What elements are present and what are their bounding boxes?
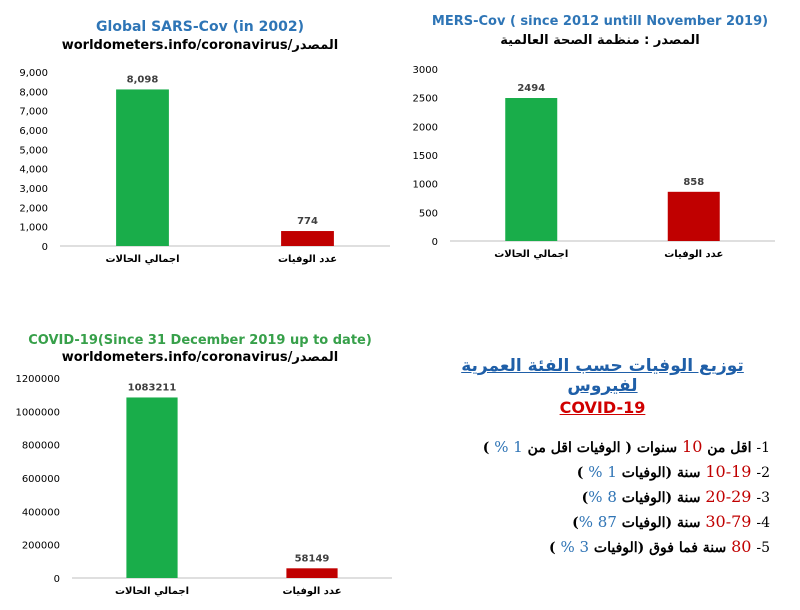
sars-chart: 0 1,000 2,000 3,000 4,000 5,000 6,000 7,000 8,00… [19, 68, 390, 265]
y-tick-label: 8,000 [19, 87, 48, 98]
category-label: اجمالي الحالات [105, 254, 179, 265]
mers-chart: 0 500 1000 1500 2000 2500 3000 2494 اجمالي الحال… [413, 65, 775, 260]
y-tick-label: 5,000 [19, 145, 48, 156]
data-label: 2494 [517, 83, 545, 94]
age-group-item: 3- 20-29 سنة (الوفيات 8 %) [581, 487, 770, 506]
age-group-item: 4- 30-79 سنة (الوفيات 87 %) [572, 512, 770, 531]
age-group-item: 2- 10-19 سنة (الوفيات 1 % ) [576, 462, 770, 481]
death-percent: 8 % [588, 488, 617, 506]
y-tick-label: 0 [432, 237, 438, 248]
age-deaths-info: توزيع الوفيات حسب الفئة العمرية لفيروس C… [425, 356, 780, 560]
data-label: 858 [683, 177, 704, 188]
y-tick-label: 1500 [413, 151, 438, 162]
mers-chart-panel: MERS-Cov ( since 2012 untill November 20… [400, 0, 800, 300]
age-range: 10 [682, 437, 703, 456]
y-tick-label: 4,000 [19, 165, 48, 176]
sars-chart-title: Global SARS-Cov (in 2002) [96, 19, 304, 35]
category-label: اجمالي الحالات [494, 249, 568, 260]
data-label: 58149 [295, 553, 330, 564]
covid-chart-subtitle: worldometers.info/coronavirus/المصدر [61, 350, 339, 365]
y-tick-label: 400000 [22, 507, 60, 518]
y-tick-label: 3,000 [19, 184, 48, 195]
y-tick-label: 800000 [22, 441, 60, 452]
y-tick-label: 3000 [413, 65, 438, 76]
death-percent: 87 % [578, 513, 617, 531]
y-tick-label: 500 [419, 208, 438, 219]
category-label: عدد الوفيات [282, 586, 341, 597]
info-title: توزيع الوفيات حسب الفئة العمرية لفيروس [461, 356, 744, 396]
y-tick-label: 2,000 [19, 203, 48, 214]
item-number: 2- [756, 465, 770, 481]
sars-chart-subtitle: worldometers.info/coronavirus/المصدر [61, 38, 339, 53]
covid-chart: 0 200000 400000 600000 800000 1000000 1200000 1… [15, 374, 392, 597]
age-range: 30-79 [705, 512, 752, 531]
y-tick-label: 1000000 [15, 407, 60, 418]
category-label: عدد الوفيات [278, 254, 337, 265]
y-tick-label: 7,000 [19, 107, 48, 118]
age-range: 80 [731, 537, 752, 556]
y-tick-label: 600000 [22, 474, 60, 485]
y-tick-label: 200000 [22, 541, 60, 552]
item-number: 5- [756, 540, 770, 556]
bar [116, 89, 169, 247]
death-percent: 1 % [494, 438, 523, 456]
y-tick-label: 6,000 [19, 126, 48, 137]
y-tick-label: 9,000 [19, 68, 48, 79]
category-label: اجمالي الحالات [115, 586, 189, 597]
age-range: 20-29 [705, 487, 752, 506]
y-tick-label: 1000 [413, 180, 438, 191]
item-number: 4- [756, 515, 770, 531]
y-tick-label: 2500 [413, 94, 438, 105]
y-tick-label: 0 [42, 242, 48, 253]
covid-chart-title: COVID-19(Since 31 December 2019 up to da… [28, 333, 372, 348]
item-number: 1- [756, 440, 770, 456]
bar [126, 397, 178, 578]
age-group-list: 1- اقل من 10 سنوات ( الوفيات اقل من 1 % … [425, 435, 780, 560]
bar [281, 231, 334, 246]
death-percent: 3 % [560, 538, 590, 556]
death-percent: 1 % [588, 463, 617, 481]
data-label: 8,098 [127, 74, 159, 85]
category-label: عدد الوفيات [664, 249, 723, 260]
y-tick-label: 1,000 [19, 223, 48, 234]
y-tick-label: 2000 [413, 122, 438, 133]
covid-chart-panel: COVID-19(Since 31 December 2019 up to da… [0, 325, 400, 610]
info-subtitle: COVID-19 [559, 398, 646, 417]
y-tick-label: 1200000 [15, 374, 60, 385]
y-tick-label: 0 [54, 574, 60, 585]
age-group-item: 5- 80 سنة فما فوق (الوفيات 3 % ) [548, 537, 770, 556]
item-number: 3- [756, 490, 770, 506]
bar [505, 98, 558, 241]
age-range: 10-19 [705, 462, 752, 481]
mers-chart-subtitle: المصدر : منظمة الصحة العالمية [500, 33, 700, 48]
sars-chart-panel: Global SARS-Cov (in 2002) worldometers.i… [0, 0, 400, 300]
bar [286, 568, 338, 578]
data-label: 774 [297, 216, 318, 227]
bar [667, 191, 720, 241]
mers-chart-title: MERS-Cov ( since 2012 untill November 20… [431, 14, 769, 29]
data-label: 1083211 [128, 382, 177, 393]
age-group-item: 1- اقل من 10 سنوات ( الوفيات اقل من 1 % … [482, 437, 770, 456]
